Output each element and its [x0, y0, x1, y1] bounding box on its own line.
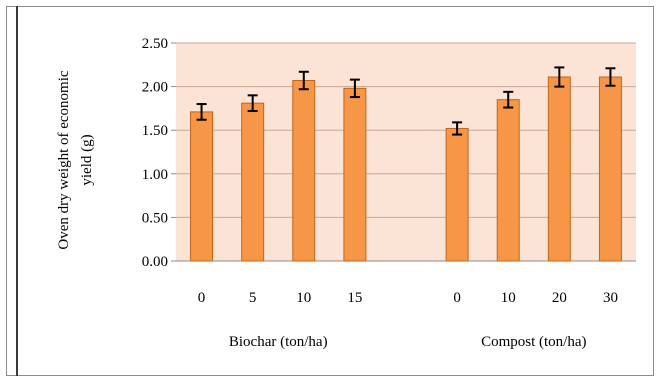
- y-axis-label-line: yield (g): [79, 134, 95, 185]
- x-tick-label: 0: [453, 290, 461, 306]
- bar: [598, 76, 622, 262]
- x-tick-label: 10: [501, 290, 516, 306]
- y-tick-label: 2.00: [142, 80, 168, 96]
- y-tick-label: 2.50: [142, 36, 168, 52]
- frame-left-rule: [16, 6, 18, 376]
- y-tick-label: 1.50: [142, 123, 168, 139]
- x-tick-label: 10: [296, 290, 311, 306]
- bar: [190, 111, 214, 262]
- y-axis-ticks: 0.00 0.50 1.00 1.50 2.00 2.50: [142, 36, 176, 270]
- x-tick-label: 5: [249, 290, 257, 306]
- group-label: Biochar (ton/ha): [229, 334, 328, 350]
- bars: [190, 66, 622, 262]
- bar: [343, 87, 367, 262]
- bar: [496, 99, 520, 262]
- group-label: Compost (ton/ha): [481, 334, 586, 350]
- x-tick-label: 30: [603, 290, 618, 306]
- y-tick-label: 0.50: [142, 210, 168, 226]
- y-axis-label-line: Oven dry weight of economic: [56, 70, 72, 249]
- bar: [445, 127, 469, 262]
- x-tick-label: 0: [198, 290, 206, 306]
- group-labels: Biochar (ton/ha) Compost (ton/ha): [229, 334, 587, 350]
- bar: [292, 79, 316, 262]
- y-tick-label: 1.00: [142, 167, 168, 183]
- y-axis-label: Oven dry weight of economic yield (g): [56, 70, 95, 249]
- x-tick-label: 15: [347, 290, 362, 306]
- x-tick-label: 20: [552, 290, 567, 306]
- bar: [241, 102, 265, 262]
- y-tick-label: 0.00: [142, 254, 168, 270]
- x-axis-ticks: 0 5 10 15 0 10 20 30: [198, 290, 618, 306]
- bar: [547, 76, 571, 262]
